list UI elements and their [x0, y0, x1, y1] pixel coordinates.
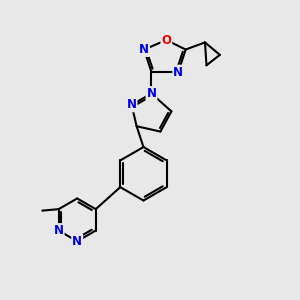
Text: O: O — [161, 34, 171, 46]
Text: N: N — [54, 224, 64, 237]
Text: N: N — [127, 98, 136, 111]
Text: N: N — [139, 43, 149, 56]
Text: N: N — [173, 66, 183, 79]
Text: N: N — [72, 235, 82, 248]
Text: N: N — [146, 87, 157, 100]
